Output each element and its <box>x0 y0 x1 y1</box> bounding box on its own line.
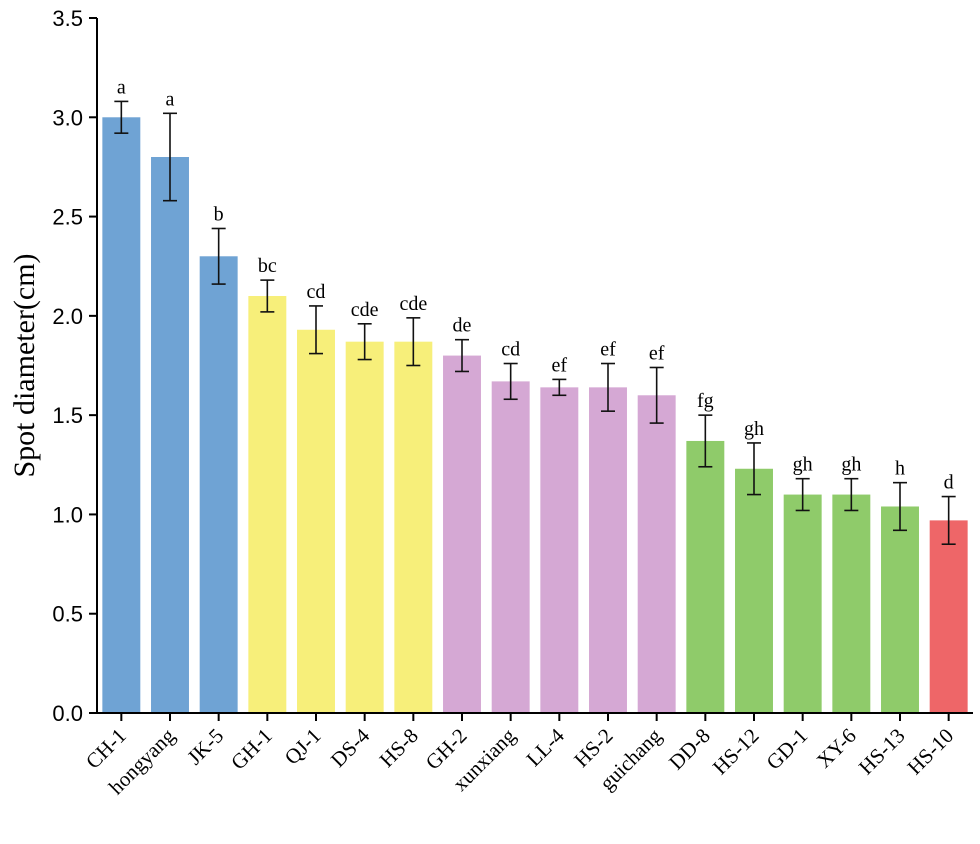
bar-guichang <box>637 395 676 713</box>
x-tick-label-hs-12: HS-12 <box>708 724 764 780</box>
bar-hongyang <box>151 157 189 713</box>
x-tick-label-qj-1: QJ-1 <box>280 724 326 770</box>
y-tick-label: 1.5 <box>52 403 83 428</box>
significance-letter: gh <box>744 418 764 440</box>
x-tick-label-hs-8: HS-8 <box>375 724 423 772</box>
bar-ds-4 <box>345 341 384 713</box>
significance-letter: cd <box>501 339 520 361</box>
bar-qj-1 <box>297 329 335 713</box>
bar-jk-5 <box>199 256 238 713</box>
y-axis-ticks: 0.0 0.5 1.0 1.5 2.0 2.5 3.0 3.5 <box>52 6 97 726</box>
y-tick-label: 2.5 <box>52 205 83 230</box>
significance-letter: a <box>166 88 175 110</box>
bar-dd-8 <box>686 440 725 713</box>
y-tick-label: 3.5 <box>52 6 83 31</box>
significance-letter: cde <box>351 299 379 321</box>
significance-letter: ef <box>552 354 568 376</box>
bar-hs-12 <box>735 468 773 713</box>
x-tick-label-ds-4: DS-4 <box>326 723 375 772</box>
significance-letter: d <box>944 472 954 494</box>
bar-gd-1 <box>783 494 822 713</box>
bars-group <box>102 117 968 714</box>
significance-letter: ef <box>600 339 616 361</box>
x-tick-label-xy-6: XY-6 <box>812 724 861 773</box>
x-tick-label-gh-1: GH-1 <box>226 724 277 775</box>
x-tick-label-gd-1: GD-1 <box>761 724 812 775</box>
bar-hs-10 <box>929 520 968 713</box>
y-tick-label: 0.0 <box>52 701 83 726</box>
significance-letters-group: a a b bc cd cde cde de cd ef ef ef fg gh gh gh h d <box>117 76 954 493</box>
bar-xunxiang <box>491 381 530 713</box>
significance-letter: de <box>453 315 472 337</box>
significance-letter: ef <box>649 342 665 364</box>
bar-gh-1 <box>248 296 287 713</box>
bar-hs-13 <box>881 506 919 713</box>
error-bars-group <box>114 100 956 546</box>
significance-letter: b <box>214 203 224 225</box>
y-tick-label: 1.0 <box>52 502 83 527</box>
significance-letter: gh <box>793 454 813 476</box>
bar-ll-4 <box>540 387 579 713</box>
y-tick-label: 3.0 <box>52 105 83 130</box>
x-tick-label-hs-10: HS-10 <box>902 724 958 780</box>
y-tick-label: 0.5 <box>52 602 83 627</box>
x-tick-label-dd-8: DD-8 <box>664 724 715 775</box>
bar-hs-2 <box>589 387 627 713</box>
significance-letter: gh <box>841 454 861 476</box>
bar-xy-6 <box>832 494 871 713</box>
significance-letter: fg <box>697 390 714 412</box>
y-tick-label: 2.0 <box>52 304 83 329</box>
significance-letter: a <box>117 76 126 98</box>
significance-letter: bc <box>258 255 277 277</box>
bar-ch-1 <box>102 117 141 714</box>
significance-letter: cd <box>307 281 326 303</box>
bar-hs-8 <box>394 341 433 713</box>
significance-letter: h <box>895 458 905 480</box>
significance-letter: cde <box>399 293 427 315</box>
y-axis-label: Spot diameter(cm) <box>8 253 41 477</box>
x-tick-label-hs-13: HS-13 <box>854 724 910 780</box>
x-tick-label-jk-5: JK-5 <box>182 724 228 770</box>
x-tick-label-ll-4: LL-4 <box>521 723 569 771</box>
bar-gh-2 <box>443 355 481 713</box>
